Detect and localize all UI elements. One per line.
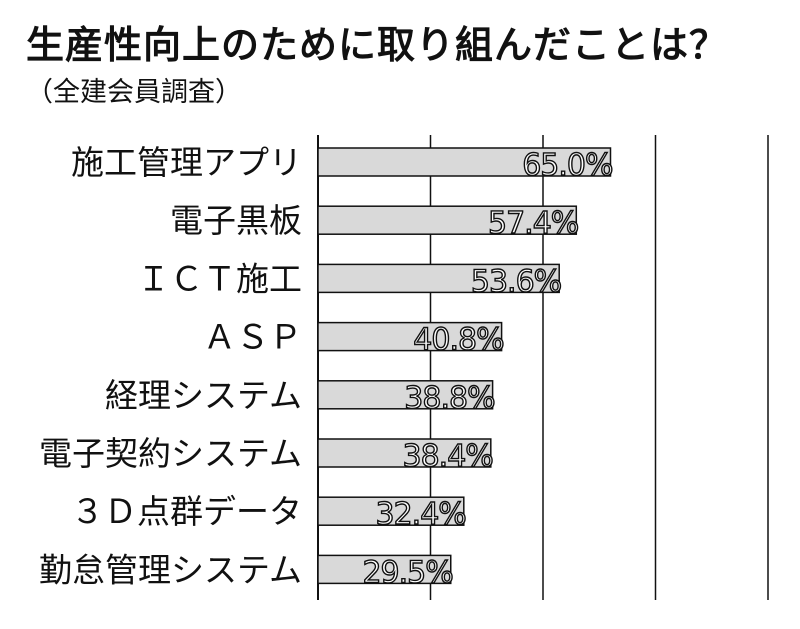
category-label: 電子契約システム <box>39 434 302 473</box>
bar <box>317 263 560 294</box>
bar <box>317 205 578 235</box>
value-label: 65.0% <box>522 148 612 183</box>
bar <box>317 496 465 526</box>
category-label: 電子黒板 <box>170 201 302 240</box>
category-label: ３Ｄ点群データ <box>71 492 302 531</box>
chart-title: 生産性向上のために取り組んだことは？ <box>26 23 729 67</box>
bars <box>317 147 612 585</box>
value-label: 40.8% <box>413 323 503 358</box>
category-label: 経理システム <box>105 376 302 415</box>
category-label: ＡＳＰ <box>203 318 302 357</box>
bar <box>317 438 492 468</box>
value-labels: 65.0% 57.4% 53.6% 40.8% 38.8% 38.4% 32.4% 29.5% <box>362 147 614 591</box>
bar <box>317 554 452 585</box>
value-label: 38.4% <box>402 439 492 474</box>
category-label: ＩＣＴ施工 <box>137 259 302 298</box>
value-label: 38.8% <box>404 381 494 416</box>
bar <box>317 380 494 410</box>
bar <box>317 147 612 177</box>
chart-subtitle: （全建会員調査） <box>26 77 242 108</box>
category-label: 施工管理アプリ <box>71 143 302 182</box>
value-label: 29.5% <box>362 555 452 590</box>
value-label: 57.4% <box>488 206 578 241</box>
category-label: 勤怠管理システム <box>39 550 302 589</box>
value-label: 32.4% <box>375 497 465 532</box>
value-label: 53.6% <box>471 264 561 299</box>
bar <box>317 321 503 352</box>
